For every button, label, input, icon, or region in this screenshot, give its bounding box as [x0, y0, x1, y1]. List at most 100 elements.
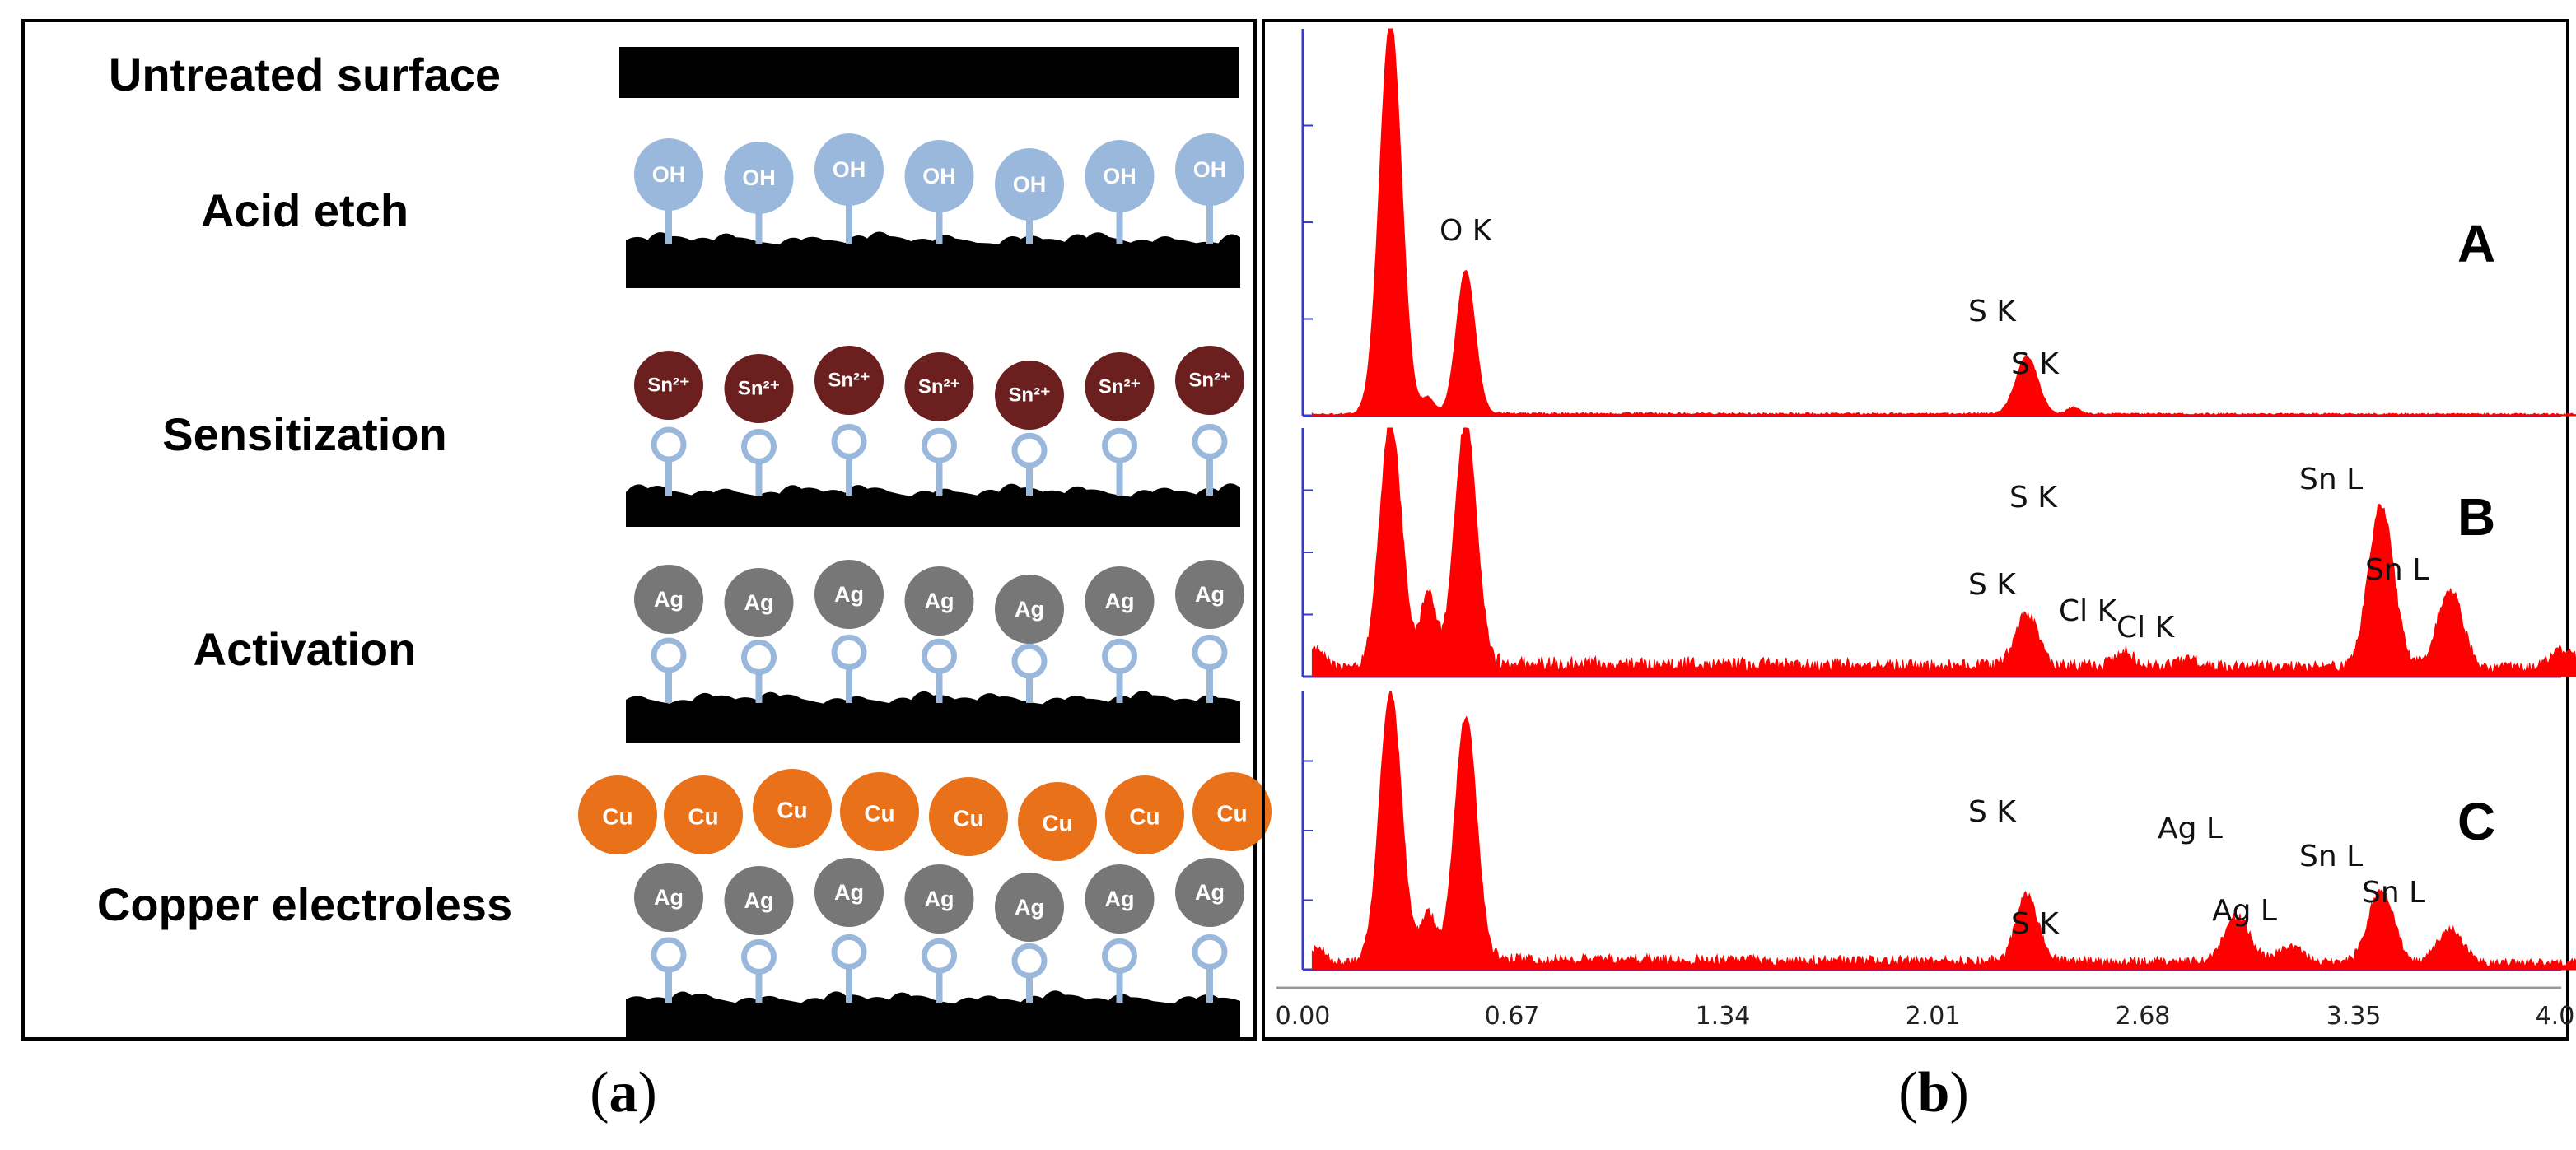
- surface-ion-label: Ag: [654, 885, 684, 910]
- oxygen-link: [741, 938, 777, 975]
- surface-diagrams: OH OH OH OH OH OH OH O Sn²⁺ O Sn²⁺ O Sn²⁺ O Sn²⁺ O Sn²⁺ O…: [578, 133, 1272, 1039]
- surface-ion-label: Sn²⁺: [647, 375, 689, 397]
- peak-label: Sn L: [2365, 553, 2429, 587]
- oh-group: [724, 142, 794, 214]
- oh-group: [995, 148, 1064, 221]
- surface-ion-label: Sn²⁺: [918, 376, 960, 398]
- oxygen-stem: [936, 967, 943, 1003]
- oxygen-stem: [1026, 673, 1033, 703]
- x-tick: 0.00: [1276, 1002, 1331, 1031]
- oh-group-label: OH: [1013, 172, 1047, 197]
- spectrum-letter-c: C: [2457, 792, 2495, 851]
- copper-atom: [664, 775, 743, 854]
- step-label-acid-etch: Acid etch: [201, 184, 408, 236]
- substrate-surface: [626, 231, 1240, 288]
- untreated-surface-bar: [619, 47, 1239, 98]
- spectrum-letter-b: B: [2457, 487, 2495, 547]
- oxygen-link-label: O: [840, 940, 858, 966]
- step-label-copper-electroless: Copper electroless: [97, 878, 512, 930]
- oxygen-link-label: O: [931, 434, 949, 459]
- step-label-activation: Activation: [194, 623, 417, 675]
- oxygen-link: [1102, 427, 1137, 463]
- copper-atom: [753, 769, 832, 848]
- peak-label: S K: [1968, 568, 2017, 602]
- oxygen-stem: [1116, 967, 1123, 1003]
- panel-b-frame: [1262, 19, 2569, 1041]
- peak-label: Cl K: [2059, 594, 2118, 628]
- oxygen-stem: [1116, 668, 1123, 703]
- surface-ion: [1175, 858, 1244, 927]
- copper-atom: [929, 777, 1008, 856]
- oxygen-link-label: O: [750, 945, 768, 971]
- oxygen-link-label: O: [1020, 649, 1038, 675]
- oxygen-link: [651, 637, 687, 673]
- peak-label: Sn L: [2299, 840, 2363, 873]
- oxygen-link-label: O: [1020, 439, 1038, 464]
- surface-ion-label: Ag: [1015, 597, 1044, 622]
- oxygen-link: [1102, 638, 1137, 674]
- oxygen-link-label: O: [750, 645, 768, 671]
- oh-stem: [846, 198, 852, 244]
- surface-ion: [724, 568, 794, 637]
- copper-atom-label: Cu: [1129, 804, 1160, 830]
- peak-label: Ag L: [2212, 894, 2277, 928]
- copper-atom-label: Cu: [777, 798, 807, 823]
- surface-ion: [814, 560, 884, 629]
- oxygen-link: [922, 638, 957, 674]
- oh-group-label: OH: [652, 162, 686, 187]
- oxygen-link: [831, 634, 867, 670]
- x-tick: 2.01: [1906, 1002, 1961, 1031]
- oxygen-stem: [665, 966, 672, 1003]
- surface-ion: [634, 863, 703, 932]
- panel-a: Untreated surface Acid etch Sensitizatio…: [21, 19, 1272, 1041]
- oh-group-label: OH: [1193, 157, 1227, 182]
- surface-ion-label: Ag: [1195, 582, 1225, 607]
- surface-ion: [1175, 560, 1244, 629]
- surface-ion: [904, 864, 974, 934]
- surface-ion: [724, 866, 794, 935]
- oxygen-link: [1102, 938, 1137, 974]
- copper-atom: [1018, 782, 1097, 861]
- x-tick: 0.67: [1485, 1002, 1540, 1031]
- oxygen-link: [1011, 643, 1048, 679]
- copper-atom-label: Cu: [688, 804, 718, 830]
- oxygen-link-label: O: [750, 435, 768, 460]
- oh-group-label: OH: [833, 157, 866, 182]
- oxygen-link-label: O: [1111, 645, 1129, 670]
- oxygen-link-label: O: [931, 645, 949, 670]
- caption-b: (b): [1898, 1061, 1969, 1124]
- peak-label: S K: [2011, 907, 2060, 941]
- copper-atom: [1192, 772, 1272, 851]
- oxygen-link: [831, 934, 867, 970]
- surface-ion: [995, 873, 1064, 942]
- oxygen-link: [651, 426, 687, 463]
- peak-label: Sn L: [2299, 463, 2363, 496]
- step-label-sensitization: Sensitization: [162, 408, 446, 460]
- oxygen-link: [1192, 934, 1228, 970]
- spectrum-area-b: [1311, 427, 2576, 677]
- panel-b: 0.00 0.67 1.34 2.01 2.68 3.35 4.02 O K S…: [1262, 19, 2576, 1041]
- oxygen-link: [741, 428, 777, 464]
- surface-ion-label: Sn²⁺: [1008, 384, 1050, 407]
- oxygen-stem: [1026, 972, 1033, 1003]
- surface-ion: [995, 575, 1064, 644]
- spectrum-area-a: [1311, 28, 2576, 417]
- oxygen-stem: [1206, 453, 1213, 496]
- oxygen-link-label: O: [1111, 434, 1129, 459]
- oh-group-label: OH: [1103, 164, 1136, 189]
- surface-ion: [1175, 346, 1244, 415]
- peak-label: S K: [2009, 481, 2058, 514]
- surface-ion: [634, 351, 703, 420]
- oxygen-link-label: O: [1201, 430, 1219, 455]
- surface-ion-label: Ag: [744, 590, 774, 615]
- surface-ion: [724, 354, 794, 423]
- oxygen-stem: [665, 667, 672, 703]
- oh-stem: [665, 203, 672, 244]
- oxygen-link: [1192, 634, 1228, 670]
- surface-ion: [995, 361, 1064, 430]
- peak-label: S K: [1968, 295, 2017, 328]
- copper-atom: [578, 775, 657, 854]
- surface-ion-label: Ag: [834, 582, 864, 607]
- oxygen-stem: [665, 456, 672, 496]
